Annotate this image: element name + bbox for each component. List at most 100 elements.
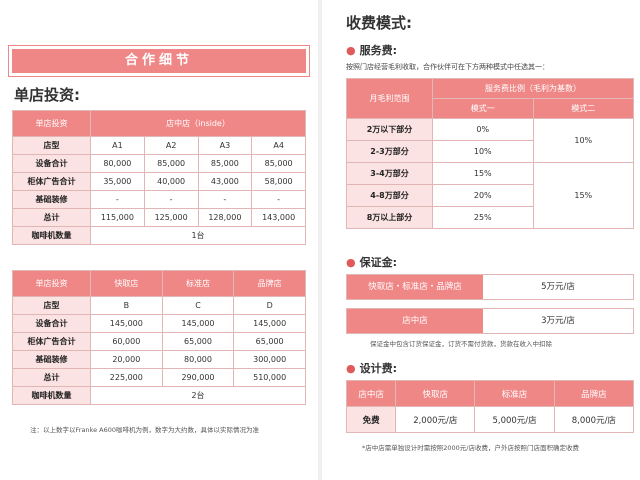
cell: 58,000 bbox=[251, 172, 306, 191]
cell: 115,000 bbox=[90, 208, 145, 227]
cell: B bbox=[90, 296, 163, 315]
table-row: 柜体广告合计 60,000 65,000 65,000 bbox=[12, 332, 306, 351]
cell: 43,000 bbox=[197, 172, 253, 191]
table-row: 8万以上部分 25% bbox=[346, 206, 634, 229]
service-fee-desc: 按照门店经营毛利收取，合作伙伴可在下方两种模式中任选其一： bbox=[346, 63, 549, 71]
table-row: 2-3万部分 10% bbox=[346, 140, 634, 163]
table-header-cell: 品牌店 bbox=[233, 270, 306, 297]
banner-title: 合作细节 bbox=[12, 49, 306, 73]
table-header-label: 单店投资 bbox=[12, 270, 91, 297]
table-row: 2万以下部分 0% 10% bbox=[346, 118, 634, 163]
investment-table-store: 单店投资 快取店 标准店 品牌店 店型 B C D 设备合计 145,000 1… bbox=[12, 270, 306, 405]
investment-table-inside: 单店投资 店中店（inside） 店型 A1 A2 A3 A4 设备合计 80,… bbox=[12, 110, 306, 245]
left-page: 合作细节 单店投资: 单店投资 店中店（inside） 店型 A1 A2 A3 … bbox=[0, 0, 318, 480]
cell: 60,000 bbox=[90, 332, 163, 351]
table-row: 总计 115,000 125,000 128,000 143,000 bbox=[12, 208, 306, 227]
service-fee-title: 服务费: bbox=[359, 44, 398, 57]
deposit-key: 快取店・标准店・品牌店 bbox=[347, 275, 483, 299]
cell: A3 bbox=[197, 136, 253, 155]
deposit-heading: ● 保证金: bbox=[346, 254, 397, 270]
cell: - bbox=[197, 190, 253, 209]
page-divider bbox=[318, 0, 322, 480]
row-label: 咖啡机数量 bbox=[12, 226, 91, 245]
header-cell: 店中店 bbox=[345, 380, 397, 407]
range-cell: 2-3万部分 bbox=[346, 140, 433, 163]
range-cell: 2万以下部分 bbox=[346, 118, 433, 141]
table-row: 基础装修 - - - - bbox=[12, 190, 306, 209]
table-row: 基础装修 20,000 80,000 300,000 bbox=[12, 350, 306, 369]
row-label: 店型 bbox=[12, 296, 91, 315]
cell: 2,000元/店 bbox=[395, 406, 476, 433]
row-label: 柜体广告合计 bbox=[12, 172, 91, 191]
deposit-key: 店中店 bbox=[347, 309, 483, 333]
cell: 125,000 bbox=[143, 208, 199, 227]
cell: 80,000 bbox=[90, 154, 145, 173]
cell: 128,000 bbox=[197, 208, 253, 227]
cell: 145,000 bbox=[90, 314, 163, 333]
cell: - bbox=[251, 190, 306, 209]
table-row: 柜体广告合计 35,000 40,000 43,000 58,000 bbox=[12, 172, 306, 191]
row-label: 基础装修 bbox=[12, 190, 91, 209]
bullet-icon: ● bbox=[346, 256, 356, 269]
footnote: 注：以上数字以Franke A600咖啡机为例，数字为大约数，具体以实际情况为准 bbox=[30, 426, 259, 434]
cell: 143,000 bbox=[251, 208, 306, 227]
range-cell: 4-8万部分 bbox=[346, 184, 433, 207]
mode1-cell: 0% bbox=[432, 118, 534, 141]
col-mode1: 模式一 bbox=[432, 98, 534, 119]
fee-mode-title: 收费模式: bbox=[346, 14, 412, 32]
col-ratio: 服务费比例（毛利为基数） bbox=[432, 78, 634, 99]
design-fee-title: 设计费: bbox=[359, 362, 398, 375]
table-row: 总计 225,000 290,000 510,000 bbox=[12, 368, 306, 387]
cell: 510,000 bbox=[233, 368, 306, 387]
cell: 20,000 bbox=[90, 350, 163, 369]
right-page: 收费模式: ● 服务费: 按照门店经营毛利收取，合作伙伴可在下方两种模式中任选其一… bbox=[322, 0, 640, 480]
header-cell: 标准店 bbox=[474, 380, 555, 407]
cell: - bbox=[143, 190, 199, 209]
cell: 80,000 bbox=[161, 350, 235, 369]
col-mode2: 模式二 bbox=[532, 98, 634, 119]
cell: A4 bbox=[251, 136, 306, 155]
cell: 2台 bbox=[90, 386, 306, 405]
range-cell: 3-4万部分 bbox=[346, 162, 433, 185]
table-row: 咖啡机数量 1台 bbox=[12, 226, 306, 245]
deposit-note: 保证金中包含订货保证金，订货不需付货款，货款在收入中扣除 bbox=[370, 340, 552, 348]
deposit-row: 店中店 3万元/店 bbox=[346, 308, 634, 334]
cell: 225,000 bbox=[90, 368, 163, 387]
table-row: 店型 B C D bbox=[12, 296, 306, 315]
mode2-cell: 10% bbox=[532, 118, 634, 163]
mode1-cell: 20% bbox=[432, 184, 534, 207]
section-title: 单店投资: bbox=[14, 86, 80, 104]
row-label: 店型 bbox=[12, 136, 91, 155]
row-label: 咖啡机数量 bbox=[12, 386, 91, 405]
design-fee-table: 店中店 快取店 标准店 品牌店 免费 2,000元/店 5,000元/店 8,0… bbox=[345, 380, 635, 433]
service-fee-table: 月毛利范围 服务费比例（毛利为基数） 模式一 模式二 2万以下部分 0% 10%… bbox=[346, 78, 634, 229]
range-cell: 8万以上部分 bbox=[346, 206, 433, 229]
header-cell: 品牌店 bbox=[553, 380, 635, 407]
banner-frame bbox=[8, 45, 310, 77]
cell: 免费 bbox=[345, 406, 397, 433]
bullet-icon: ● bbox=[346, 44, 356, 57]
row-label: 总计 bbox=[12, 208, 91, 227]
table-row: 店型 A1 A2 A3 A4 bbox=[12, 136, 306, 155]
table-header-value: 店中店（inside） bbox=[90, 110, 306, 137]
cell: C bbox=[161, 296, 235, 315]
cell: 145,000 bbox=[233, 314, 306, 333]
cell: A2 bbox=[143, 136, 199, 155]
mode1-cell: 10% bbox=[432, 140, 534, 163]
cell: 35,000 bbox=[90, 172, 145, 191]
deposit-value: 3万元/店 bbox=[541, 316, 575, 326]
service-fee-heading: ● 服务费: bbox=[346, 42, 397, 58]
design-fee-note: *店中店需单独设计时需按照2000元/店收费，户外店按照门店面积确定收费 bbox=[362, 444, 579, 452]
row-label: 设备合计 bbox=[12, 154, 91, 173]
row-label: 基础装修 bbox=[12, 350, 91, 369]
table-row: 3-4万部分 15% 15% bbox=[346, 162, 634, 229]
table-header-cell: 标准店 bbox=[161, 270, 235, 297]
cell: 1台 bbox=[90, 226, 306, 245]
row-label: 柜体广告合计 bbox=[12, 332, 91, 351]
cell: 65,000 bbox=[233, 332, 306, 351]
table-row: 咖啡机数量 2台 bbox=[12, 386, 306, 405]
mode1-cell: 15% bbox=[432, 162, 534, 185]
deposit-title: 保证金: bbox=[359, 256, 398, 269]
cell: 145,000 bbox=[161, 314, 235, 333]
mode2-cell: 15% bbox=[532, 162, 634, 229]
